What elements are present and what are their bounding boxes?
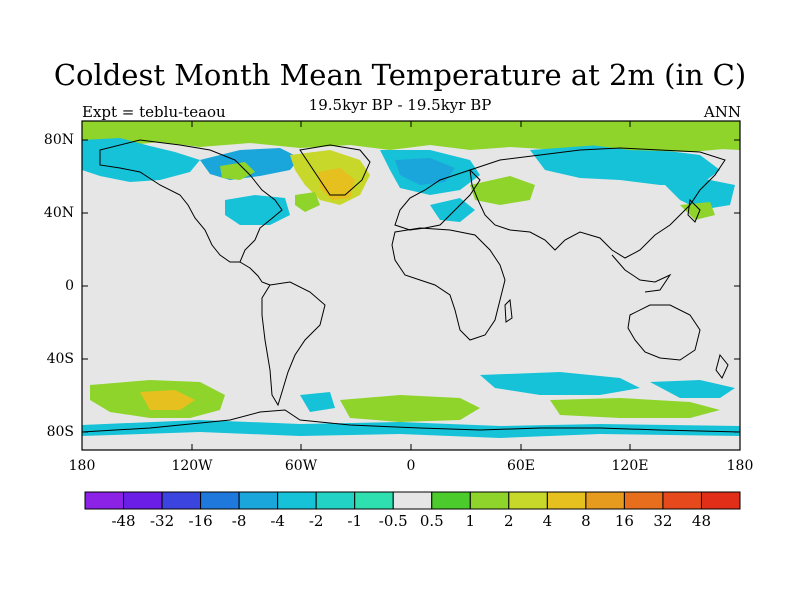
- lon-tick-label: 120W: [171, 458, 213, 474]
- colorbar-box: [354, 491, 394, 510]
- north-atlantic-blue-patch: [395, 158, 455, 185]
- lon-tick-label: 120E: [611, 458, 649, 474]
- north-america-green-patch: [220, 162, 255, 180]
- colorbar-label: -4: [270, 512, 285, 530]
- north-atlantic-green-blob: [295, 192, 320, 212]
- southern-ocean-green-patch-2: [550, 398, 720, 418]
- colorbar-label: 32: [653, 512, 673, 530]
- lat-tick-label: 80N: [43, 132, 74, 148]
- southern-ocean-cyan-patch-2: [650, 380, 735, 398]
- siberia-green-patch: [580, 128, 735, 152]
- colorbar-box: [277, 491, 317, 510]
- greenland-outline: [299, 144, 371, 196]
- lat-tick-label: 80S: [46, 424, 74, 440]
- season-label: ANN: [703, 103, 741, 121]
- colorbar-label: 1: [465, 512, 476, 530]
- colorbar-box: [623, 491, 664, 510]
- japan-outline: [687, 198, 701, 223]
- colorbar: [84, 491, 741, 510]
- colorbar-box: [700, 491, 741, 510]
- antarctic-cyan-band: [82, 420, 740, 438]
- colorbar-box: [238, 491, 279, 510]
- colorbar-label: 8: [581, 512, 591, 530]
- colorbar-label: -32: [149, 512, 175, 530]
- arctic-cyan-patch: [82, 138, 200, 182]
- colorbar-label: 4: [542, 512, 553, 530]
- colorbar-label: 0.5: [419, 512, 444, 530]
- colorbar-box: [200, 491, 240, 510]
- colorbar-box: [469, 491, 510, 510]
- africa-outline: [391, 227, 506, 341]
- south-america-outline: [261, 281, 326, 407]
- lon-tick-label: 60W: [284, 458, 318, 474]
- coastlines: [81, 139, 741, 433]
- colorbar-box: [123, 491, 163, 510]
- colorbar-label: -16: [188, 512, 213, 530]
- lat-tick-label: 0: [65, 278, 74, 294]
- colorbar-box: [508, 491, 548, 510]
- colorbar-label: -0.5: [378, 512, 408, 530]
- asia-outline: [469, 147, 726, 259]
- colorbar-box: [84, 491, 125, 510]
- colorbar-box: [431, 491, 471, 510]
- colorbar-box: [662, 491, 702, 510]
- colorbar-label: -48: [111, 512, 136, 530]
- antarctica-outline: [81, 409, 741, 433]
- madagascar-outline: [504, 298, 513, 323]
- north-america-outline: [99, 139, 283, 263]
- temperature-patches: [82, 121, 740, 438]
- lat-tick-label: 40N: [43, 205, 74, 221]
- map-ticks: [82, 121, 740, 450]
- map-subtitle: 19.5kyr BP - 19.5kyr BP: [308, 96, 492, 114]
- southeast-asia-outline: [611, 254, 672, 293]
- lon-tick-label: 180: [68, 458, 96, 474]
- colorbar-box: [392, 491, 433, 510]
- colorbar-box: [315, 491, 356, 510]
- colorbar-label: -2: [308, 512, 324, 530]
- colorbar-label: 16: [614, 512, 634, 530]
- colorbar-box: [585, 491, 625, 510]
- arctic-green-patch: [82, 121, 740, 152]
- europe-cyan-patch: [430, 198, 475, 222]
- colorbar-label: 48: [691, 512, 712, 530]
- australia-outline: [627, 304, 701, 361]
- colorbar-box: [546, 491, 587, 510]
- south-pacific-orange-patch: [140, 390, 195, 410]
- europe-outline: [394, 169, 481, 231]
- lon-tick-label: 60E: [506, 458, 536, 474]
- lon-tick-label: 0: [406, 458, 416, 474]
- central-america-outline: [239, 261, 271, 286]
- new-zealand-outline: [715, 353, 729, 379]
- eurasia-cyan-patch: [530, 145, 720, 185]
- eurasia-green-patch: [470, 176, 535, 205]
- greenland-orange-patch: [318, 168, 355, 200]
- colorbar-box: [161, 491, 202, 510]
- map-title: Coldest Month Mean Temperature at 2m (in…: [53, 58, 747, 92]
- colorbar-label: -1: [347, 512, 363, 530]
- southern-ocean-green-patch: [340, 395, 480, 422]
- colorbar-label: 2: [504, 512, 514, 530]
- weddell-cyan-patch: [300, 392, 335, 412]
- experiment-label: Expt = teblu-teaou: [82, 103, 226, 121]
- lat-tick-label: 40S: [46, 351, 74, 367]
- colorbar-label: -8: [231, 512, 247, 530]
- lon-tick-label: 180: [726, 458, 754, 474]
- southern-ocean-cyan-patch-1: [480, 372, 640, 395]
